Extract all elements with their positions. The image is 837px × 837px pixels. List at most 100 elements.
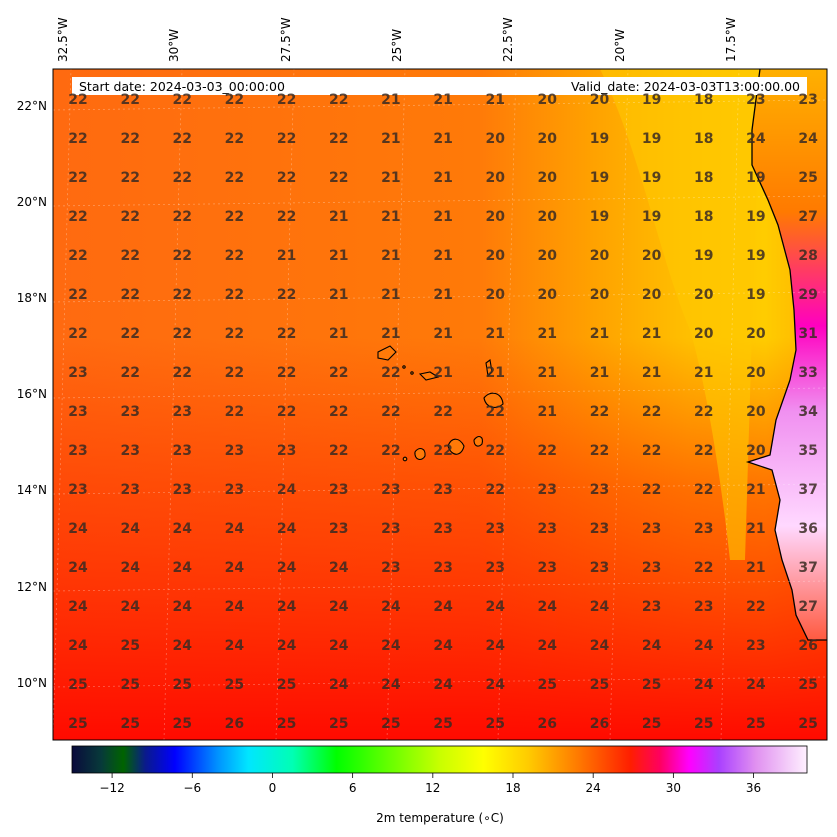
grid-value: 25 [68,677,87,693]
grid-value: 19 [590,170,609,186]
colorbar-tick-label: −12 [99,781,124,795]
grid-value: 24 [329,638,349,654]
grid-value: 22 [68,170,87,186]
grid-value: 25 [277,716,296,732]
cape-verde-islands [377,345,504,462]
grid-value: 26 [538,716,557,732]
grid-value: 21 [642,326,661,342]
grid-value: 24 [694,677,714,693]
grid-value: 22 [120,170,139,186]
grid-value: 25 [277,677,296,693]
start-date-text: Start date: 2024-03-03_00:00:00 [79,79,285,94]
grid-value: 25 [485,716,504,732]
grid-value: 25 [68,716,87,732]
grid-value: 24 [538,638,558,654]
grid-value: 21 [329,248,348,264]
grid-value: 26 [225,716,244,732]
grid-value: 21 [746,521,765,537]
grid-value: 19 [746,209,765,225]
grid-value: 20 [538,170,558,186]
grid-value: 21 [381,248,400,264]
latitude-label: 18°N [17,291,47,305]
grid-value: 24 [68,521,88,537]
grid-value: 24 [798,131,818,147]
grid-value: 23 [381,560,400,576]
grid-value: 21 [433,326,452,342]
parallel-line [53,676,827,688]
grid-value: 22 [68,131,87,147]
grid-value: 24 [225,560,245,576]
grid-value: 23 [329,482,348,498]
grid-value: 22 [173,287,192,303]
grid-value: 21 [433,170,452,186]
grid-value: 22 [173,170,192,186]
grid-value: 21 [329,287,348,303]
grid-value: 22 [277,365,296,381]
parallel-line [53,99,827,111]
grid-value: 24 [381,677,401,693]
parallel-line [53,483,827,495]
grid-value: 22 [68,326,87,342]
colorbar-tick-label: −6 [183,781,201,795]
grid-value: 22 [120,209,139,225]
longitude-labels: 32.5°W 30°W 27.5°W 25°W 22.5°W 20°W 17.5°W [56,17,738,62]
grid-value: 18 [694,170,713,186]
grid-value: 25 [120,638,139,654]
grid-value: 23 [68,443,87,459]
grid-value: 24 [277,560,297,576]
grid-value: 22 [277,404,296,420]
grid-value: 21 [381,209,400,225]
grid-value: 21 [485,92,504,108]
date-info-bar [72,77,807,95]
longitude-label: 25°W [390,29,404,62]
grid-value: 20 [590,287,610,303]
african-coast-land [748,69,827,640]
grid-value: 22 [173,209,192,225]
grid-value: 19 [746,170,765,186]
grid-value: 34 [798,404,818,420]
grid-value: 23 [746,92,765,108]
meridian-line [163,69,183,740]
grid-value: 29 [798,287,817,303]
grid-value: 24 [68,638,88,654]
grid-value: 24 [590,599,610,615]
grid-value: 25 [173,677,192,693]
grid-value: 22 [225,326,244,342]
grid-value: 20 [538,209,558,225]
grid-value: 23 [642,521,661,537]
grid-value: 21 [381,92,400,108]
colorbar-tick-label: 30 [666,781,681,795]
grid-value: 26 [590,716,609,732]
grid-value: 25 [225,677,244,693]
grid-value: 23 [173,404,192,420]
grid-value: 24 [173,521,193,537]
grid-value: 20 [746,404,766,420]
grid-value: 24 [329,677,349,693]
grid-value: 22 [277,170,296,186]
grid-value: 20 [538,131,558,147]
meridian-line [275,69,295,740]
grid-value: 24 [746,131,766,147]
grid-value: 24 [277,482,297,498]
grid-value: 22 [120,248,139,264]
grid-value: 18 [694,92,713,108]
grid-value: 24 [381,638,401,654]
longitude-label: 32.5°W [56,17,70,62]
grid-value: 23 [694,599,713,615]
latitude-labels: 22°N 20°N 18°N 16°N 14°N 12°N 10°N [17,99,47,690]
grid-value: 25 [538,677,557,693]
grid-value: 22 [329,131,348,147]
grid-value: 21 [485,326,504,342]
grid-value: 22 [381,404,400,420]
grid-value: 18 [694,131,713,147]
latitude-label: 22°N [17,99,47,113]
grid-value: 25 [329,716,348,732]
coastline [745,69,827,641]
meridian-line [609,69,629,740]
grid-value: 21 [538,326,557,342]
grid-value: 24 [225,638,245,654]
latitude-label: 12°N [17,580,47,594]
grid-value: 20 [485,170,505,186]
parallel-line [53,195,827,207]
grid-value: 23 [433,482,452,498]
